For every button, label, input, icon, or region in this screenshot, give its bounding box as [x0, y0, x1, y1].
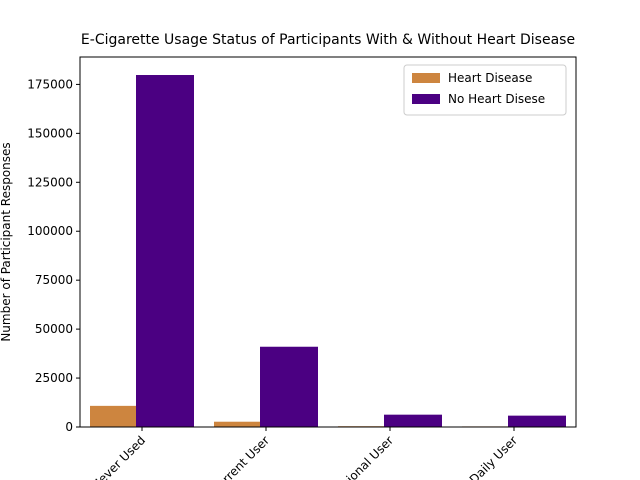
axes-frame [79, 56, 577, 428]
bar [508, 415, 566, 427]
bar [260, 346, 318, 427]
bar [384, 414, 442, 427]
bar [90, 405, 136, 427]
legend-swatch [412, 94, 440, 104]
bar [214, 421, 260, 427]
legend-label: Heart Disease [448, 71, 532, 85]
chart-title: E-Cigarette Usage Status of Participants… [81, 32, 575, 48]
y-tick-label: 100000 [27, 224, 73, 238]
legend-swatch [412, 73, 440, 83]
legend-frame [403, 64, 567, 116]
x-tick-label: Never Used [89, 433, 148, 480]
y-tick-label: 75000 [35, 273, 73, 287]
x-tick-label: Daily User [467, 433, 520, 480]
y-tick-label: 25000 [35, 371, 73, 385]
y-tick-label: 175000 [27, 77, 73, 91]
y-tick-label: 0 [65, 420, 73, 434]
y-tick-label: 50000 [35, 322, 73, 336]
legend: Heart Disease No Heart Disese [403, 64, 567, 116]
x-tick-label: Occasional User [318, 433, 396, 480]
y-axis-label: Number of Participant Responses [0, 142, 13, 341]
y-tick-label: 150000 [27, 126, 73, 140]
x-tick-label: Not Current User [191, 433, 272, 480]
legend-label: No Heart Disese [448, 92, 545, 106]
y-tick-label: 125000 [27, 175, 73, 189]
bar [136, 75, 194, 427]
